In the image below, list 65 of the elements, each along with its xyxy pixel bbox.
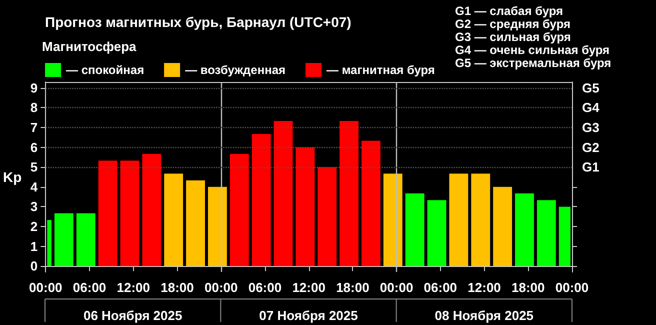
bar [120,160,140,266]
bar [471,174,490,266]
x-tick-label: 06:00 [72,280,106,295]
x-tick-label: 06:00 [248,280,282,295]
y-tick-label: 6 [30,140,38,155]
legend-title: Магнитосфера [42,39,138,54]
ref-line-label: G3 [582,120,600,136]
x-tick-label: 00:00 [555,280,589,295]
x-tick-label: 00:00 [29,280,62,295]
bar [208,186,227,266]
x-tick-label: 18:00 [160,280,194,295]
bar [427,200,446,266]
text: G2 — средняя буря [455,17,570,31]
bar [340,120,359,266]
ref-line-label: G2 [582,140,600,155]
ref-line-label: G1 [582,160,600,175]
x-tick-label: 00:00 [380,280,414,295]
y-axis-title: Kp [2,169,22,185]
bar [230,154,249,266]
bar [164,174,184,266]
bar [362,140,380,266]
y-tick-label: 1 [30,238,38,254]
x-tick-label: 00:00 [204,280,238,295]
y-tick-label: 5 [30,160,38,175]
bar [274,120,293,266]
bar [405,193,424,266]
text: G4 — очень сильная буря [455,43,610,57]
bar [142,154,162,266]
x-tick-label: 18:00 [336,280,370,295]
bar [493,186,512,266]
bar [536,200,556,266]
bar [449,174,468,266]
bar [318,167,337,266]
text: G5 — экстремальная буря [455,56,612,70]
y-tick-label: 4 [30,179,38,194]
bar [54,213,74,266]
text: 07 Ноября 2025 [259,308,358,323]
text: 08 Ноября 2025 [434,308,534,323]
ref-line-label: G5 [582,80,600,96]
bar [296,147,315,266]
y-tick-label: 8 [30,100,38,116]
y-tick-label: 2 [30,218,38,234]
ref-line-label: G4 [582,100,600,116]
chart-title: Прогноз магнитных бурь, Барнаул (UTC+07) [45,14,352,30]
text: 06 Ноября 2025 [83,308,182,323]
x-tick-label: 18:00 [512,280,545,295]
legend-label: — магнитная буря [326,63,435,77]
y-tick-label: 3 [30,199,38,214]
legend-label: — спокойная [66,63,144,77]
x-tick-label: 12:00 [116,280,150,295]
bar [383,174,402,266]
x-tick-label: 12:00 [468,280,501,295]
x-tick-label: 06:00 [424,280,458,295]
x-tick-label: 12:00 [292,280,326,295]
text: G3 — сильная буря [455,30,571,44]
bar [186,180,205,266]
y-tick-label: 0 [30,258,38,274]
bar [252,134,271,266]
y-tick-label: 9 [30,80,38,96]
bar [76,213,96,266]
y-tick-label: 7 [30,120,38,136]
bar [98,160,118,266]
bar [515,193,534,266]
legend-label: — возбужденная [185,63,286,77]
text: G1 — слабая буря [455,4,564,18]
